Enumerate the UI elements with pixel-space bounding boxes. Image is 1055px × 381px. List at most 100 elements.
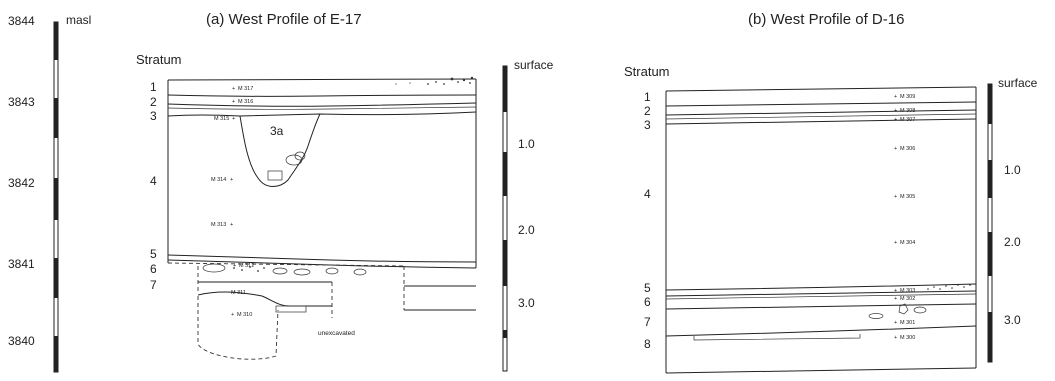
sample-marker: + bbox=[894, 146, 897, 152]
panel-a-stratum-heading: Stratum bbox=[136, 52, 182, 67]
stratum-label: 6 bbox=[150, 262, 157, 276]
depth-scale-segment bbox=[988, 160, 992, 198]
boundary-1-2 bbox=[665, 101, 977, 107]
sample-label: M 312 bbox=[239, 263, 254, 269]
elevation-scale-segment bbox=[54, 258, 58, 298]
gravel-dot bbox=[257, 270, 259, 272]
sample-marker: + bbox=[230, 222, 233, 228]
gravel-dot bbox=[470, 76, 474, 80]
stratum-label: 4 bbox=[150, 174, 157, 188]
sample-marker: + bbox=[232, 116, 235, 122]
panel-a-title: (a) West Profile of E-17 bbox=[206, 11, 362, 28]
panel-b-stratum-heading: Stratum bbox=[624, 64, 670, 79]
depth-top-label: surface bbox=[998, 76, 1038, 90]
boundary-3-4 bbox=[665, 118, 977, 125]
stone bbox=[898, 303, 909, 315]
stratum-label: 2 bbox=[150, 95, 157, 109]
sample-marker: + bbox=[231, 312, 234, 318]
stratum-label: 3 bbox=[150, 109, 157, 123]
gravel-dot bbox=[945, 285, 947, 287]
elevation-tick-label: 3841 bbox=[8, 257, 35, 271]
boundary-2-3 bbox=[665, 109, 977, 116]
sample-label: M 316 bbox=[238, 99, 253, 105]
depth-scale-segment bbox=[503, 152, 507, 196]
elevation-scale-segment bbox=[54, 98, 58, 138]
stratum-label: 3a bbox=[270, 124, 284, 138]
sample-label: M 314 bbox=[211, 177, 226, 183]
panel-a-profile bbox=[167, 76, 477, 360]
sample-marker: + bbox=[894, 320, 897, 326]
sample-label: M 308 bbox=[900, 108, 915, 114]
stratum-label: 1 bbox=[644, 90, 651, 104]
stone bbox=[202, 263, 226, 273]
stratum-label: 1 bbox=[150, 80, 157, 94]
sample-label: M 313 bbox=[211, 222, 226, 228]
stone bbox=[272, 267, 288, 275]
stratum-7-stones bbox=[868, 303, 927, 319]
sample-label: M 301 bbox=[900, 320, 915, 326]
elevation-tick-label: 3843 bbox=[8, 95, 35, 109]
sample-marker: + bbox=[894, 288, 897, 294]
profile-bottom-line bbox=[665, 367, 977, 374]
panel-b-samples: + M 309 + M 308 + M 307 + M 306 + M 305 … bbox=[894, 94, 915, 341]
gravel-dot bbox=[450, 77, 454, 81]
gravel-dot bbox=[249, 266, 251, 268]
profile-top-line bbox=[167, 78, 477, 81]
stratum-6-stones bbox=[202, 263, 367, 276]
stone bbox=[913, 306, 927, 314]
sample-marker: + bbox=[894, 240, 897, 246]
depth-tick-label: 3.0 bbox=[1004, 313, 1021, 327]
sample-label: M 306 bbox=[900, 146, 915, 152]
panel-a-strata: 1 2 3 3a 4 5 6 7 bbox=[150, 80, 284, 292]
stratum-label: 7 bbox=[150, 278, 157, 292]
gravel-dot bbox=[963, 286, 965, 288]
sample-label: M 311 bbox=[231, 290, 246, 296]
panel-a: (a) West Profile of E-17 Stratum bbox=[136, 11, 554, 372]
sample-marker: + bbox=[894, 94, 897, 100]
gravel-dot bbox=[457, 81, 459, 83]
pit-3a-outline bbox=[239, 113, 321, 187]
sample-marker: + bbox=[894, 194, 897, 200]
elevation-tick-label: 3844 bbox=[8, 14, 35, 28]
sample-label: M 303 bbox=[900, 288, 915, 294]
elevation-scale-segment bbox=[54, 178, 58, 220]
gravel-dot bbox=[939, 288, 941, 290]
sample-marker: + bbox=[894, 296, 897, 302]
stratum-7-block bbox=[275, 305, 307, 313]
gravel-dot bbox=[933, 286, 935, 288]
profile-top-line bbox=[665, 86, 977, 92]
boundary-7-8 bbox=[665, 325, 977, 337]
depth-tick-label: 1.0 bbox=[1004, 163, 1021, 177]
depth-scale-segment bbox=[988, 312, 992, 362]
elevation-unit-label: masl bbox=[66, 13, 91, 27]
sample-marker: + bbox=[894, 108, 897, 114]
elevation-scale-segment bbox=[54, 336, 58, 372]
gravel-dot bbox=[263, 267, 265, 269]
sample-marker: + bbox=[232, 86, 235, 92]
stratum-7-lens bbox=[197, 291, 332, 307]
sample-label: M 315 bbox=[214, 116, 229, 122]
stratum-label: 3 bbox=[644, 118, 651, 132]
stone bbox=[293, 268, 311, 276]
panel-a-samples: + M 317 + M 316 M 315 + M 314 + M 313 + … bbox=[211, 86, 254, 318]
panel-b: (b) West Profile of D-16 Stratum bbox=[624, 11, 1038, 374]
stratum-label: 5 bbox=[644, 281, 651, 295]
boundary-4-5 bbox=[665, 283, 977, 291]
panel-a-depth-scale: surface 1.0 2.0 3.0 bbox=[502, 58, 554, 372]
depth-scale-segment bbox=[503, 66, 507, 112]
pit-3a-stone bbox=[267, 170, 283, 181]
gravel-dot bbox=[469, 82, 471, 84]
depth-scale-segment bbox=[503, 330, 507, 338]
excavation-limit bbox=[167, 262, 405, 267]
sample-label: M 307 bbox=[900, 117, 915, 123]
sample-marker: + bbox=[230, 177, 233, 183]
boundary-1-2 bbox=[167, 94, 477, 97]
depth-tick-label: 2.0 bbox=[1004, 235, 1021, 249]
stratum-label: 8 bbox=[644, 337, 651, 351]
boundary-4-5 bbox=[167, 254, 477, 263]
sample-marker: + bbox=[894, 335, 897, 341]
elevation-tick-label: 3842 bbox=[8, 176, 35, 190]
gravel-dot bbox=[462, 78, 466, 82]
panel-b-title: (b) West Profile of D-16 bbox=[748, 11, 904, 28]
